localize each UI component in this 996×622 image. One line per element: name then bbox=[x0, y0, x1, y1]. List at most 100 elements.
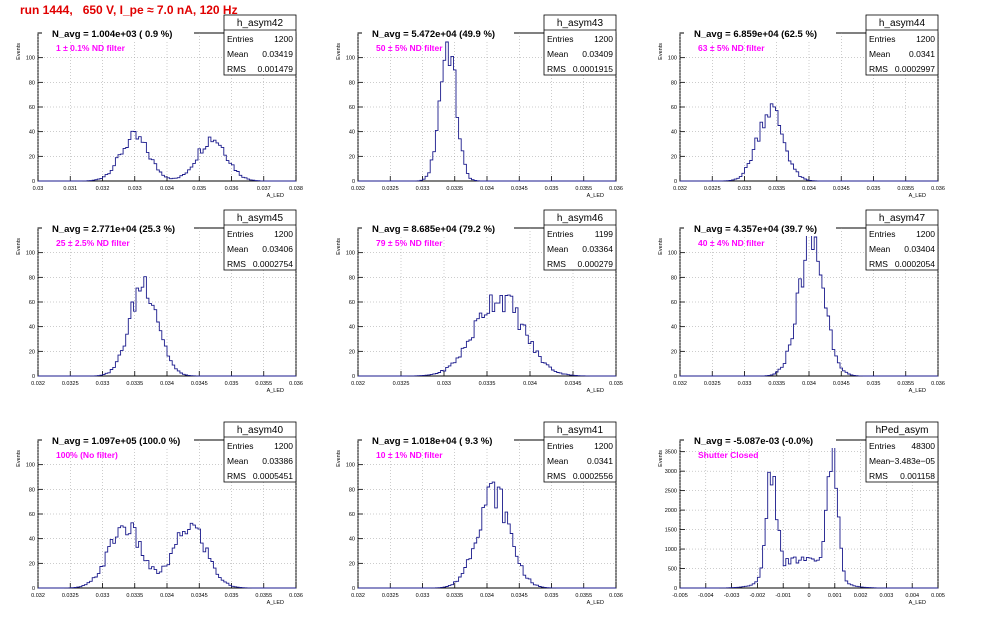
y-tick-label: 0 bbox=[352, 179, 355, 185]
stats-label: RMS bbox=[227, 259, 246, 269]
page-title: run 1444, 650 V, I_pe ≈ 7.0 nA, 120 Hz bbox=[20, 3, 238, 17]
x-tick-label: 0.003 bbox=[880, 593, 894, 599]
x-tick-label: 0.0345 bbox=[833, 381, 850, 387]
y-tick-label: 100 bbox=[26, 251, 35, 257]
x-tick-label: 0.0325 bbox=[62, 593, 79, 599]
x-tick-label: 0.033 bbox=[738, 381, 752, 387]
y-tick-label: 80 bbox=[349, 487, 355, 493]
x-tick-label: 0.036 bbox=[931, 381, 945, 387]
x-tick-label: 0.0345 bbox=[191, 381, 208, 387]
stats-value: 1200 bbox=[274, 229, 293, 239]
filter-annotation: 1 ± 0.1% ND filter bbox=[56, 43, 126, 53]
stats-value: 0.03409 bbox=[582, 49, 613, 59]
x-tick-label: 0.033 bbox=[128, 186, 142, 192]
x-tick-label: 0.036 bbox=[289, 381, 303, 387]
stats-value: 0.03404 bbox=[904, 244, 935, 254]
x-tick-label: 0.032 bbox=[31, 381, 45, 387]
x-tick-label: 0.0335 bbox=[446, 186, 463, 192]
stats-value: 0.001479 bbox=[258, 64, 294, 74]
title-text: N_avg = 2.771e+04 (25.3 %) bbox=[52, 224, 175, 235]
filter-annotation: 25 ± 2.5% ND filter bbox=[56, 238, 130, 248]
stats-value: 0.000279 bbox=[578, 259, 614, 269]
y-tick-label: 0 bbox=[32, 179, 35, 185]
stats-label: Entries bbox=[227, 441, 253, 451]
y-tick-label: 20 bbox=[29, 561, 35, 567]
y-tick-label: 60 bbox=[29, 105, 35, 111]
y-tick-label: 0 bbox=[32, 374, 35, 380]
title-text: N_avg = -5.087e-03 (-0.0%) bbox=[694, 436, 813, 447]
y-tick-label: 100 bbox=[668, 251, 677, 257]
stats-value: 1200 bbox=[916, 34, 935, 44]
x-tick-label: 0.032 bbox=[673, 186, 687, 192]
filter-annotation: 10 ± 1% ND filter bbox=[376, 450, 443, 460]
y-tick-label: 80 bbox=[29, 80, 35, 86]
y-axis-label: Events bbox=[336, 450, 342, 467]
histogram-name: h_asym41 bbox=[557, 425, 604, 436]
title-box bbox=[684, 27, 836, 41]
y-tick-label: 40 bbox=[349, 325, 355, 331]
filter-annotation: 100% (No filter) bbox=[56, 450, 118, 460]
stats-label: RMS bbox=[227, 471, 246, 481]
stats-value: 48300 bbox=[911, 441, 935, 451]
x-tick-label: -0.001 bbox=[775, 593, 791, 599]
title-text: N_avg = 8.685e+04 (79.2 %) bbox=[372, 224, 495, 235]
x-tick-label: -0.005 bbox=[672, 593, 688, 599]
stats-label: RMS bbox=[869, 471, 888, 481]
x-tick-label: 0.035 bbox=[192, 186, 206, 192]
y-tick-label: 60 bbox=[671, 105, 677, 111]
y-tick-label: 80 bbox=[29, 487, 35, 493]
stats-value: 0.03386 bbox=[262, 456, 293, 466]
y-tick-label: 80 bbox=[671, 80, 677, 86]
x-tick-label: 0.0325 bbox=[382, 593, 399, 599]
y-axis-label: Events bbox=[16, 238, 22, 255]
y-tick-label: 0 bbox=[674, 586, 677, 592]
x-tick-label: 0.036 bbox=[609, 186, 623, 192]
histogram-line bbox=[38, 130, 296, 182]
x-tick-label: 0.005 bbox=[931, 593, 945, 599]
stats-value: 1200 bbox=[594, 34, 613, 44]
x-tick-label: 0.034 bbox=[160, 186, 174, 192]
y-tick-label: 100 bbox=[26, 56, 35, 62]
y-tick-label: 0 bbox=[352, 586, 355, 592]
title-box bbox=[684, 222, 836, 236]
stats-value: 1199 bbox=[595, 229, 614, 239]
y-tick-label: 80 bbox=[349, 80, 355, 86]
y-tick-label: 100 bbox=[668, 56, 677, 62]
histogram-line bbox=[38, 522, 296, 589]
stats-label: RMS bbox=[227, 64, 246, 74]
x-tick-label: 0.0325 bbox=[704, 186, 721, 192]
y-axis-label: Events bbox=[336, 43, 342, 60]
x-tick-label: 0.035 bbox=[545, 186, 559, 192]
x-tick-label: 0.033 bbox=[437, 381, 451, 387]
x-axis-label: A_LED bbox=[587, 600, 604, 606]
histogram-name: h_asym42 bbox=[237, 18, 284, 29]
y-tick-label: 2500 bbox=[665, 489, 677, 495]
stats-label: Mean bbox=[869, 244, 891, 254]
x-tick-label: 0.031 bbox=[63, 186, 77, 192]
x-tick-label: 0.035 bbox=[867, 186, 881, 192]
x-tick-label: 0.035 bbox=[225, 381, 239, 387]
histogram-name: h_asym44 bbox=[879, 18, 926, 29]
filter-annotation: 63 ± 5% ND filter bbox=[698, 43, 765, 53]
stats-value: 1200 bbox=[274, 34, 293, 44]
y-tick-label: 20 bbox=[349, 561, 355, 567]
x-tick-label: 0.036 bbox=[931, 186, 945, 192]
stats-label: Mean bbox=[547, 456, 569, 466]
x-tick-label: 0.034 bbox=[802, 186, 816, 192]
y-axis-label: Events bbox=[658, 238, 664, 255]
stats-value: 0.0002997 bbox=[895, 64, 935, 74]
y-tick-label: 80 bbox=[349, 275, 355, 281]
y-tick-label: 20 bbox=[349, 154, 355, 160]
x-tick-label: 0.001 bbox=[828, 593, 842, 599]
stats-box bbox=[865, 421, 939, 483]
stats-label: Entries bbox=[227, 229, 253, 239]
y-tick-label: 20 bbox=[349, 349, 355, 355]
y-tick-label: 40 bbox=[349, 537, 355, 543]
title-box bbox=[42, 222, 194, 236]
stats-box bbox=[223, 421, 297, 483]
x-tick-label: 0.0355 bbox=[575, 593, 592, 599]
y-tick-label: 60 bbox=[349, 512, 355, 518]
x-tick-label: 0.036 bbox=[609, 593, 623, 599]
title-box bbox=[42, 434, 194, 448]
histogram-panel-h_asym43: 0.032 0.0325 0.033 0.0335 0.034 0.0345 0.035 0.… bbox=[336, 14, 623, 199]
